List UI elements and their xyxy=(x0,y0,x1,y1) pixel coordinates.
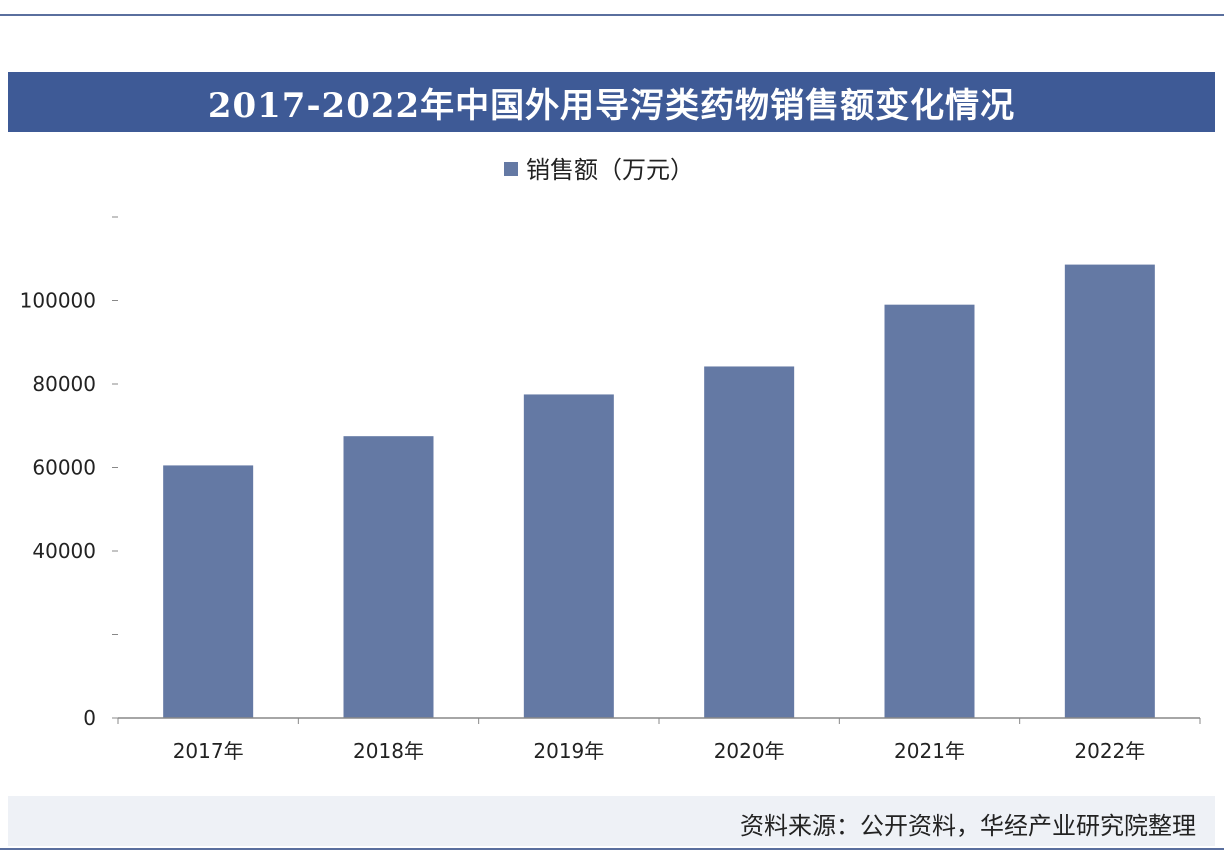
legend: 销售额（万元） xyxy=(504,156,694,184)
bars-group xyxy=(163,264,1155,718)
bottom-border xyxy=(0,848,1224,850)
chart-title: 2017-2022年中国外用导泻类药物销售额变化情况 xyxy=(207,85,1016,126)
y-tick-label: 80000 xyxy=(32,372,96,396)
y-axis: 0 40000 60000 80000 100000 xyxy=(20,216,118,730)
source-note: 资料来源：公开资料，华经产业研究院整理 xyxy=(740,812,1196,840)
bar-2017年 xyxy=(163,465,254,718)
x-axis: 2017年 2018年 2019年 2020年 2021年 2022年 xyxy=(117,717,1201,763)
top-border xyxy=(0,14,1224,16)
footer-bar xyxy=(8,796,1215,846)
x-tick-label: 2019年 xyxy=(533,739,604,763)
y-tick-label: 100000 xyxy=(20,289,96,313)
bar-2021年 xyxy=(884,304,975,718)
legend-label: 销售额（万元） xyxy=(526,156,694,184)
bar-2018年 xyxy=(343,436,434,718)
y-tick-label: 40000 xyxy=(32,539,96,563)
x-tick-label: 2022年 xyxy=(1074,739,1145,763)
x-tick-label: 2018年 xyxy=(353,739,424,763)
x-tick-label: 2021年 xyxy=(894,739,965,763)
bar-chart: 销售额（万元） 0 40000 60000 80000 100000 2017年 2018… xyxy=(20,156,1201,763)
x-tick-label: 2017年 xyxy=(173,739,244,763)
legend-swatch xyxy=(504,162,518,176)
bar-2022年 xyxy=(1064,264,1155,718)
y-tick-label: 0 xyxy=(83,706,96,730)
x-tick-label: 2020年 xyxy=(714,739,785,763)
bar-2020年 xyxy=(704,366,795,718)
bar-2019年 xyxy=(523,394,614,718)
y-tick-label: 60000 xyxy=(32,456,96,480)
title-banner: 2017-2022年中国外用导泻类药物销售额变化情况 xyxy=(8,72,1215,132)
